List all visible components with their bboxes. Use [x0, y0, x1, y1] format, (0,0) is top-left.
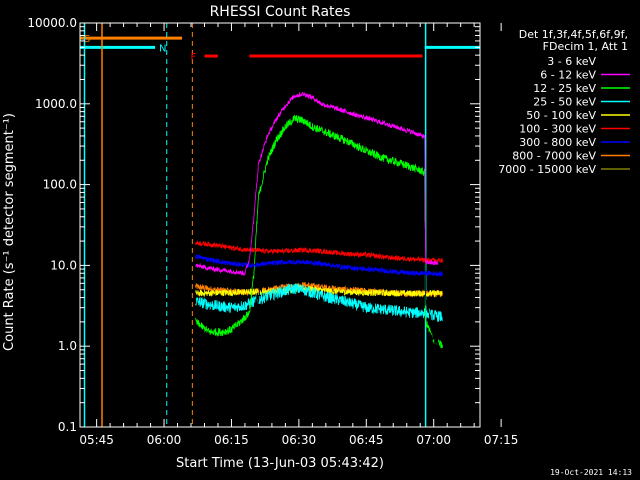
x-tick-label: 06:15	[214, 433, 249, 447]
legend-entry-label: 25 - 50 keV	[533, 96, 596, 109]
legend: Det 1f,3f,4f,5f,6f,9f,FDecim 1, Att 1 3 -…	[498, 28, 630, 176]
legend-entry-label: 7000 - 15000 keV	[498, 163, 596, 176]
x-tick-label: 05:45	[79, 433, 114, 447]
series-line-3-6keV	[195, 178, 443, 374]
state-label-n: N	[159, 43, 166, 54]
plot-data-layer: S N F	[80, 23, 480, 427]
x-tick-label: 07:00	[416, 433, 451, 447]
axes-layer: 0.1 1.0 10.0 100.0 1000.0 10000.0 05:45 06:00 06…	[27, 16, 518, 447]
y-tick-label: 1000.0	[35, 97, 77, 111]
state-label-s: S	[84, 34, 90, 45]
legend-entry-label: 6 - 12 keV	[540, 69, 596, 82]
x-tick-label: 07:15	[484, 433, 519, 447]
legend-entry-label: 12 - 25 keV	[533, 82, 596, 95]
plot-frame	[79, 22, 481, 428]
plot-area	[80, 23, 480, 427]
legend-entry-label: 100 - 300 keV	[519, 123, 596, 136]
x-tick-label: 06:30	[282, 433, 317, 447]
series-line-25-50keV	[195, 283, 443, 322]
legend-header-line: FDecim 1, Att 1	[543, 40, 628, 53]
series-line-300-800keV	[195, 254, 443, 277]
legend-header-line: Det 1f,3f,4f,5f,6f,9f,	[519, 28, 628, 41]
x-tick-label: 06:00	[147, 433, 182, 447]
state-label-f: F	[190, 52, 196, 63]
series-line-6-12keV	[195, 91, 439, 277]
y-tick-label: 100.0	[43, 178, 77, 192]
y-tick-label: 1.0	[58, 339, 77, 353]
series-line-50-100keV	[195, 284, 443, 298]
y-tick-label: 10000.0	[27, 16, 77, 30]
timestamp-text: 19-Oct-2021 14:13	[550, 468, 632, 477]
legend-entry-label: 3 - 6 keV	[547, 55, 596, 68]
y-tick-label: 10.0	[50, 258, 77, 272]
x-axis-label: Start Time (13-Jun-03 05:43:42)	[176, 456, 384, 471]
legend-entry-label: 300 - 800 keV	[519, 136, 596, 149]
legend-entry-label: 800 - 7000 keV	[512, 150, 596, 163]
y-axis-label: Count Rate (s⁻¹ detector segment⁻¹)	[2, 113, 17, 351]
series-line-100-300keV	[195, 240, 443, 264]
series-line-12-25keV	[195, 114, 443, 349]
chart-title: RHESSI Count Rates	[210, 4, 351, 20]
series-line-800-7000keV	[195, 281, 443, 298]
legend-entry-label: 50 - 100 keV	[526, 109, 596, 122]
x-tick-label: 06:45	[349, 433, 384, 447]
y-tick-label: 0.1	[58, 420, 77, 434]
